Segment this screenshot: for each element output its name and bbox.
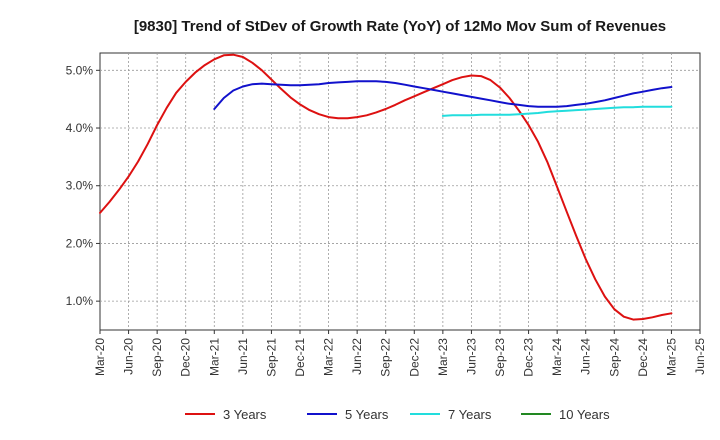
series-line-7-years	[441, 105, 673, 117]
x-tick-label: Jun-25	[693, 338, 707, 375]
x-tick-label: Jun-22	[350, 338, 364, 375]
legend-item: 5 Years	[307, 407, 389, 422]
x-tick-label: Mar-25	[664, 338, 678, 376]
x-tick-label: Mar-23	[436, 338, 450, 376]
y-tick-label: 3.0%	[66, 179, 94, 193]
legend-item: 10 Years	[521, 407, 610, 422]
x-tick-label: Jun-21	[236, 338, 250, 375]
x-tick-label: Mar-21	[207, 338, 221, 376]
x-tick-label: Dec-23	[522, 338, 536, 377]
y-axis: 1.0% 2.0% 3.0% 4.0% 5.0%	[66, 63, 100, 308]
legend-label: 7 Years	[448, 407, 492, 422]
legend-item: 7 Years	[410, 407, 492, 422]
x-tick-label: Sep-20	[150, 338, 164, 377]
x-tick-label: Sep-23	[493, 338, 507, 377]
plot-area	[99, 52, 701, 331]
legend-item: 3 Years	[185, 407, 267, 422]
x-tick-label: Jun-20	[122, 338, 136, 375]
x-tick-label: Sep-21	[264, 338, 278, 377]
x-tick-label: Jun-24	[579, 338, 593, 375]
y-tick-label: 1.0%	[66, 294, 94, 308]
y-tick-label: 2.0%	[66, 236, 94, 250]
grid	[100, 53, 700, 330]
x-tick-label: Dec-24	[636, 338, 650, 377]
x-tick-label: Jun-23	[464, 338, 478, 375]
x-axis: Mar-20 Jun-20 Sep-20 Dec-20 Mar-21 Jun-21 Sep-…	[93, 330, 707, 377]
x-tick-label: Sep-24	[607, 338, 621, 377]
x-tick-label: Mar-24	[550, 338, 564, 376]
x-tick-label: Dec-22	[407, 338, 421, 377]
y-tick-label: 4.0%	[66, 121, 94, 135]
legend: 3 Years 5 Years 7 Years 10 Years	[185, 407, 610, 422]
series-line-5-years	[213, 80, 673, 110]
series-line-3-years	[99, 53, 673, 321]
legend-label: 10 Years	[559, 407, 610, 422]
legend-label: 3 Years	[223, 407, 267, 422]
x-tick-label: Mar-22	[322, 338, 336, 376]
y-tick-label: 5.0%	[66, 63, 94, 77]
legend-label: 5 Years	[345, 407, 389, 422]
x-tick-label: Mar-20	[93, 338, 107, 376]
x-tick-label: Sep-22	[379, 338, 393, 377]
series-layer	[99, 53, 673, 321]
x-tick-label: Dec-21	[293, 338, 307, 377]
x-tick-label: Dec-20	[179, 338, 193, 377]
chart-title: [9830] Trend of StDev of Growth Rate (Yo…	[134, 18, 666, 35]
